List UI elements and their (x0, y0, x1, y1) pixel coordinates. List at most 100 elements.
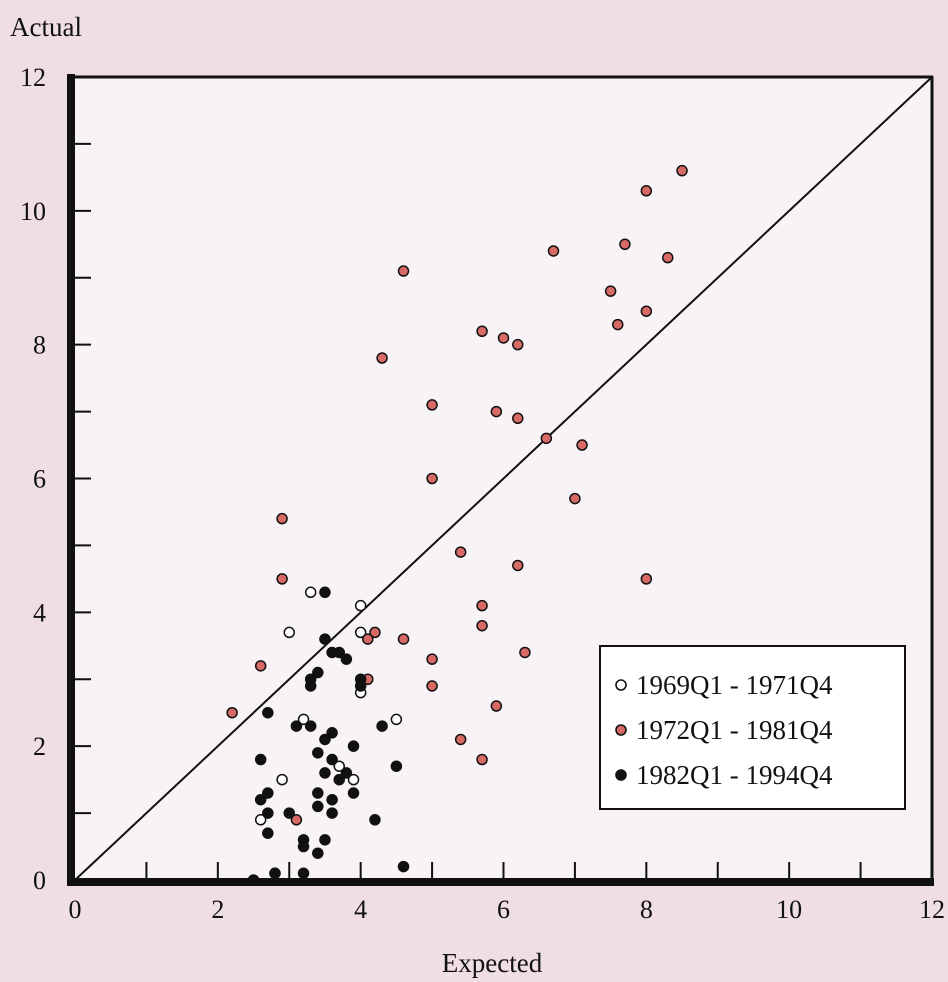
data-point (333, 773, 345, 786)
y-axis-title: Actual (10, 12, 82, 42)
data-point (312, 787, 324, 799)
data-point (326, 793, 338, 806)
data-point (347, 740, 360, 752)
legend-marker-black-circle (615, 769, 627, 781)
data-point (512, 338, 524, 351)
labels-layer: 0 2 4 6 8 10 12 0 2 4 6 8 10 12 (20, 63, 945, 924)
data-point (312, 747, 324, 759)
data-point (397, 265, 410, 277)
data-point (426, 680, 438, 692)
x-tick-label: 2 (211, 895, 224, 924)
data-point (319, 767, 331, 779)
data-point (276, 773, 288, 786)
data-point (426, 653, 438, 665)
data-point (576, 439, 588, 451)
data-point (662, 251, 674, 264)
series-2-points (247, 586, 410, 886)
ticks-layer (73, 142, 862, 880)
y-tick-label: 4 (33, 598, 46, 627)
data-point (354, 626, 367, 639)
legend-marker-hollow-circle (615, 679, 627, 691)
data-point (497, 332, 510, 344)
data-point (333, 646, 345, 659)
data-point (640, 573, 653, 585)
data-point (319, 733, 331, 746)
data-point (397, 633, 410, 645)
data-point (312, 800, 324, 813)
data-point (290, 814, 303, 826)
data-point (354, 599, 367, 612)
data-point (262, 787, 274, 799)
data-point (640, 185, 653, 197)
data-point (254, 793, 267, 806)
data-point (454, 733, 467, 746)
data-point (640, 305, 653, 317)
data-point (476, 619, 488, 632)
data-point (397, 860, 410, 873)
data-point (304, 680, 317, 692)
data-point (369, 814, 381, 826)
x-tick-label: 8 (640, 895, 653, 924)
data-point (390, 760, 403, 772)
data-point (304, 720, 317, 732)
data-point (297, 713, 310, 726)
legend-label-1969-1971: 1969Q1 - 1971Q4 (636, 670, 833, 700)
data-point (254, 753, 267, 766)
data-point (519, 646, 531, 659)
data-point (354, 680, 367, 692)
data-point (340, 653, 353, 665)
data-point (254, 660, 267, 672)
reference-diagonal-line (74, 76, 933, 881)
data-point (254, 814, 267, 826)
data-point (319, 586, 331, 599)
data-point (376, 352, 388, 364)
data-point (319, 633, 331, 645)
data-point (476, 325, 488, 338)
data-point (269, 867, 281, 880)
data-point (312, 847, 324, 859)
data-point (512, 559, 524, 572)
data-point (290, 720, 303, 732)
data-point (283, 626, 295, 639)
y-tick-label: 8 (33, 331, 46, 360)
data-point (490, 405, 503, 418)
data-point (490, 700, 503, 712)
legend-box (599, 645, 906, 810)
data-point (276, 512, 288, 525)
data-point (376, 720, 388, 732)
data-point (676, 164, 688, 177)
data-point (426, 472, 438, 485)
legend-marker-red-circle (615, 724, 627, 736)
data-point (340, 767, 353, 779)
legend-label-1972-1981: 1972Q1 - 1981Q4 (636, 715, 833, 745)
data-point (347, 773, 360, 786)
y-tick-label: 12 (20, 63, 46, 92)
series-1-points (226, 164, 688, 826)
x-tick-label: 12 (919, 895, 945, 924)
data-point (362, 633, 374, 645)
data-point (604, 285, 617, 297)
legend: 1969Q1 - 1971Q4 1972Q1 - 1981Q4 1982Q1 -… (599, 645, 906, 810)
data-point (226, 706, 238, 719)
data-point (476, 753, 488, 766)
data-point (390, 713, 403, 726)
data-point (369, 626, 381, 639)
x-axis-title: Expected (442, 948, 543, 978)
y-tick-label: 6 (33, 465, 46, 494)
data-point (426, 399, 438, 411)
x-tick-label: 10 (776, 895, 802, 924)
data-point (319, 834, 331, 846)
data-point (454, 546, 467, 558)
data-point (262, 827, 274, 839)
points-layer (226, 164, 688, 886)
data-point (297, 867, 310, 880)
data-point (326, 753, 338, 766)
data-point (547, 245, 560, 257)
x-tick-label: 4 (354, 895, 367, 924)
data-point (512, 412, 524, 425)
data-point (283, 807, 295, 819)
data-point (312, 666, 324, 679)
data-point (297, 840, 310, 853)
